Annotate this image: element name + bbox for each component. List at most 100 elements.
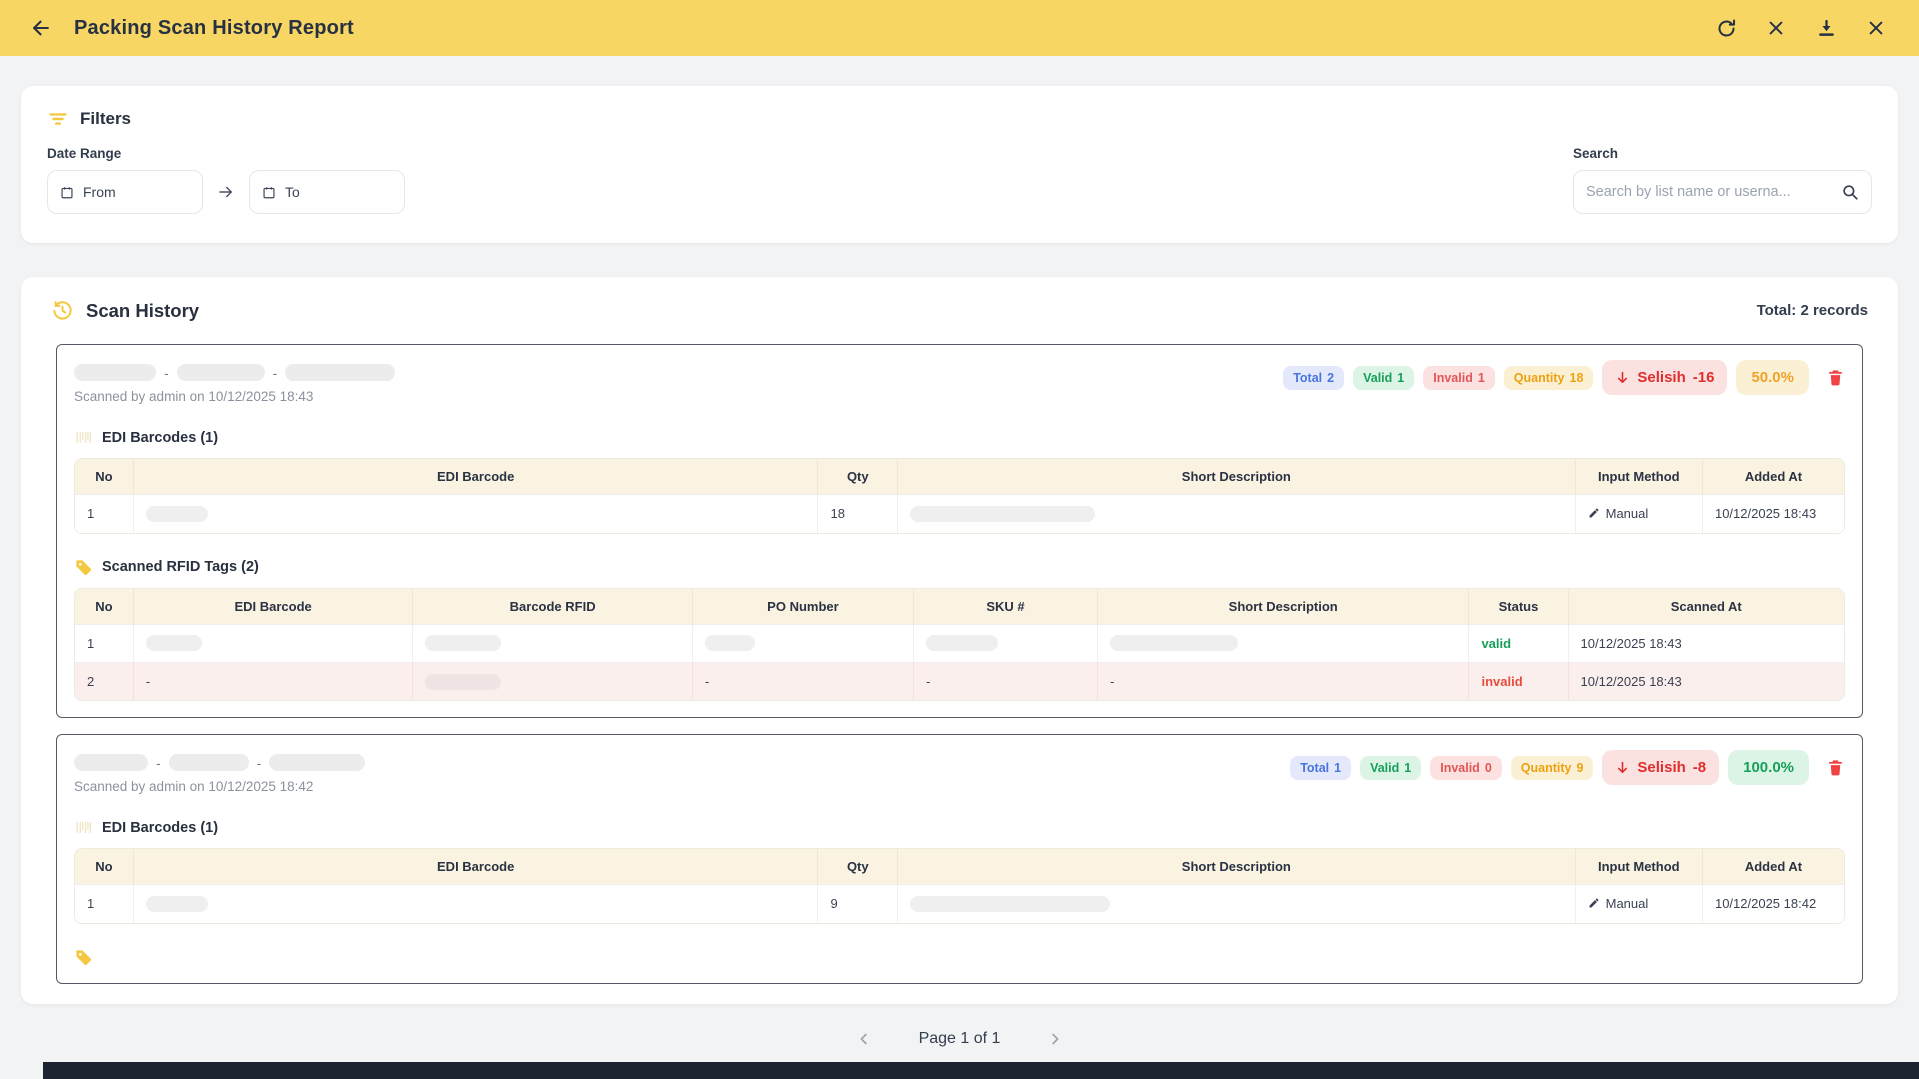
search-field[interactable]: [1573, 170, 1872, 214]
redacted-text: [176, 364, 265, 381]
close-icon: [1869, 21, 1883, 35]
column-header: SKU #: [913, 588, 1098, 624]
valid-badge: Valid 1: [1360, 755, 1422, 780]
column-header: Scanned At: [1568, 588, 1844, 624]
chevron-left-icon: [860, 1033, 867, 1045]
refresh-icon: [1718, 18, 1735, 37]
edi-barcodes-section-title: EDI Barcodes (1): [74, 428, 1845, 447]
pencil-icon: [1589, 898, 1599, 908]
column-header: No: [75, 849, 134, 885]
redacted-text: [145, 896, 208, 913]
download-button[interactable]: [1809, 11, 1843, 45]
table-row: 2 - - - - invalid 10/12/2025 18:43: [75, 661, 1844, 700]
page-title: Packing Scan History Report: [74, 16, 354, 39]
trash-icon: [1829, 370, 1842, 386]
calendar-icon: [263, 186, 275, 198]
titlebar: Packing Scan History Report: [0, 0, 1919, 56]
selisih-badge: Selisih -8: [1602, 750, 1720, 785]
barcode-icon: [76, 821, 91, 834]
refresh-button[interactable]: [1709, 11, 1743, 45]
barcode-icon: [76, 431, 91, 444]
redacted-text: [704, 635, 755, 652]
filter-icon: [49, 113, 67, 125]
rfid-tags-section-clipped: [74, 948, 1845, 967]
arrow-down-icon: [1618, 761, 1628, 773]
column-header: Short Description: [897, 849, 1576, 885]
filters-card: Filters Date Range Search: [21, 86, 1898, 243]
search-label: Search: [1573, 146, 1619, 161]
date-from-input[interactable]: [83, 184, 190, 200]
record-title-redacted: - -: [74, 360, 396, 381]
redacted-text: [425, 673, 502, 690]
rfid-tags-section-title: Scanned RFID Tags (2): [74, 558, 1845, 577]
delete-record-button[interactable]: [1826, 758, 1845, 777]
page-indicator: Page 1 of 1: [918, 1030, 1001, 1047]
percent-badge: 100.0%: [1728, 750, 1809, 785]
history-icon: [53, 301, 72, 320]
redacted-text: [269, 754, 366, 771]
column-header: Short Description: [1097, 588, 1470, 624]
prev-page-button[interactable]: [855, 1030, 873, 1048]
next-page-button[interactable]: [1046, 1030, 1064, 1048]
column-header: Qty: [817, 849, 899, 885]
date-from-field[interactable]: [47, 170, 203, 214]
trash-icon: [1829, 760, 1842, 776]
calendar-icon: [61, 186, 73, 198]
redacted-text: [910, 506, 1096, 523]
selisih-badge: Selisih -16: [1602, 360, 1728, 395]
search-input[interactable]: [1586, 184, 1832, 200]
search-icon: [1843, 185, 1858, 200]
column-header: No: [75, 459, 134, 495]
column-header: Added At: [1702, 459, 1844, 495]
redacted-text: [74, 754, 148, 771]
pagination: Page 1 of 1: [0, 1030, 1919, 1048]
cancel-button[interactable]: [1759, 11, 1793, 45]
arrow-down-icon: [1618, 371, 1628, 383]
table-row: 1 valid 10/12/2025 18:43: [75, 623, 1844, 662]
invalid-badge: Invalid 1: [1423, 365, 1495, 390]
column-header: Input Method: [1575, 849, 1703, 885]
table-row: 1 18 Manual 10/12/2025 18:43: [75, 494, 1844, 533]
redacted-text: [1109, 635, 1238, 652]
column-header: EDI Barcode: [133, 849, 819, 885]
scan-record: - - Scanned by admin on 10/12/2025 18:42…: [56, 734, 1863, 984]
tag-icon: [76, 559, 92, 575]
scan-history-title: Scan History: [86, 299, 200, 321]
column-header: EDI Barcode: [133, 588, 414, 624]
tag-icon: [76, 949, 92, 965]
chevron-right-icon: [1052, 1033, 1059, 1045]
pencil-icon: [1589, 508, 1599, 518]
redacted-text: [285, 364, 396, 381]
back-button[interactable]: [26, 13, 56, 43]
date-to-input[interactable]: [285, 184, 392, 200]
back-arrow-icon: [33, 20, 49, 36]
redacted-text: [168, 754, 249, 771]
download-icon: [1818, 19, 1834, 36]
table-row: 1 9 Manual 10/12/2025 18:42: [75, 884, 1844, 923]
edi-barcodes-section-title: EDI Barcodes (1): [74, 818, 1845, 837]
redacted-text: [74, 364, 156, 381]
date-range-label: Date Range: [47, 146, 122, 161]
column-header: Status: [1468, 588, 1569, 624]
redacted-text: [910, 896, 1111, 913]
arrow-right-icon: [219, 186, 232, 198]
column-header: EDI Barcode: [133, 459, 819, 495]
column-header: Added At: [1702, 849, 1844, 885]
redacted-text: [145, 635, 202, 652]
column-header: No: [75, 588, 134, 624]
date-to-field[interactable]: [249, 170, 405, 214]
redacted-text: [926, 635, 998, 652]
delete-record-button[interactable]: [1826, 368, 1845, 387]
edi-barcodes-table: No EDI Barcode Qty Short Description Inp…: [74, 458, 1845, 534]
invalid-badge: Invalid 0: [1430, 755, 1502, 780]
close-window-button[interactable]: [1859, 11, 1893, 45]
column-header: Input Method: [1575, 459, 1703, 495]
record-title-redacted: - -: [74, 750, 366, 771]
column-header: Qty: [817, 459, 899, 495]
rfid-tags-table: No EDI Barcode Barcode RFID PO Number SK…: [74, 587, 1845, 701]
edi-barcodes-table: No EDI Barcode Qty Short Description Inp…: [74, 848, 1845, 924]
quantity-badge: Quantity 9: [1510, 755, 1594, 780]
scan-history-card: Scan History Total: 2 records - - Scanne…: [21, 277, 1898, 1004]
scan-record: - - Scanned by admin on 10/12/2025 18:43…: [56, 344, 1863, 718]
total-badge: Total 2: [1283, 365, 1345, 390]
